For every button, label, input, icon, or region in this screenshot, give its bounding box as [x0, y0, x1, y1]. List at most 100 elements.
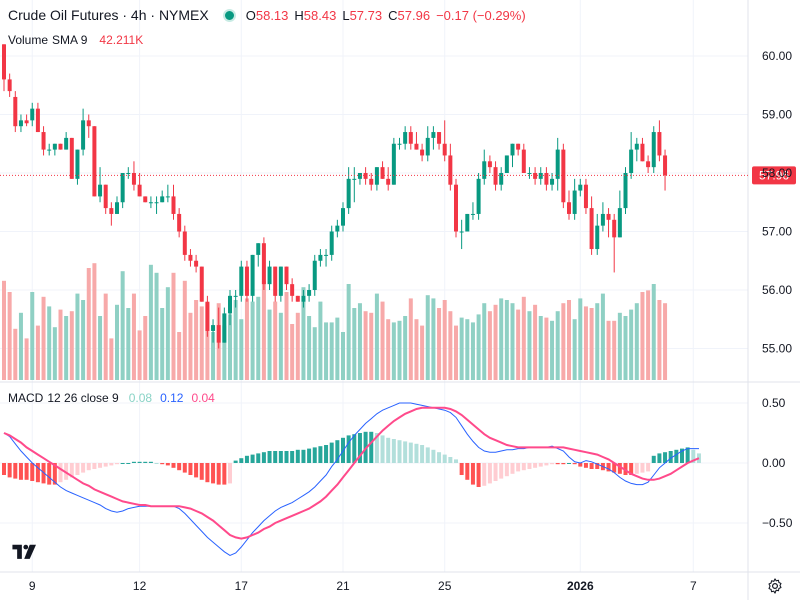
volume-bar	[437, 308, 442, 380]
volume-bar	[482, 303, 487, 380]
candle	[295, 295, 300, 302]
candle	[442, 120, 447, 162]
macd-hist-bar	[629, 463, 634, 475]
macd-hist-bar	[98, 463, 103, 468]
macd-hist-bar	[408, 442, 413, 463]
macd-hist-bar	[335, 440, 340, 463]
candles	[2, 44, 668, 349]
volume-bar	[454, 325, 458, 380]
volume-bar	[589, 308, 594, 380]
macd-hist-bar	[47, 463, 52, 485]
candle	[47, 143, 52, 156]
volume-bar	[148, 264, 153, 380]
macd-hist-bar	[521, 463, 526, 471]
volume-title[interactable]: Volume	[8, 33, 49, 47]
macd-hist-bar	[199, 463, 204, 480]
macd-hist-bar	[555, 463, 560, 465]
macd-hist-bar	[369, 431, 374, 463]
volume-bar	[391, 322, 396, 380]
macd-title[interactable]: MACD	[8, 391, 44, 405]
macd-hist-bar	[663, 452, 668, 463]
time-tick-label: 9	[29, 579, 36, 593]
macd-hist-bar	[69, 463, 74, 478]
macd-signal-value: 0.04	[191, 391, 215, 405]
candle	[414, 132, 419, 150]
last-price-badge	[752, 166, 796, 185]
macd-hist-bar	[533, 463, 538, 468]
gear-icon[interactable]	[766, 577, 784, 595]
macd-hist-bar	[510, 463, 515, 474]
macd-hist-bar	[137, 461, 142, 463]
volume-bar	[538, 316, 543, 380]
candle	[341, 202, 345, 232]
volume-bar	[369, 312, 374, 380]
volume-bar	[442, 300, 447, 380]
volume-bar	[397, 320, 402, 380]
candle	[103, 184, 108, 214]
macd-hist-bar	[487, 463, 492, 484]
candle	[516, 143, 521, 156]
symbol-title[interactable]: Crude Oil Futures · 4h · NYMEX	[8, 7, 209, 23]
candle	[595, 213, 600, 255]
macd-hist-bar	[160, 463, 165, 465]
candle	[199, 266, 204, 302]
macd-hist-bar	[278, 451, 283, 463]
macd-hist-bar	[103, 463, 108, 467]
candle	[420, 143, 425, 162]
high-value: 58.43	[303, 7, 337, 23]
macd-hist-bar	[544, 463, 549, 466]
candle	[567, 190, 571, 220]
macd-hist-bar	[35, 463, 40, 483]
volume-bar	[30, 292, 35, 380]
candle	[408, 126, 413, 150]
candle	[216, 307, 221, 349]
candle	[233, 290, 238, 308]
volume-bar	[75, 293, 80, 380]
macd-legend: MACD 12 26 close 9 0.08 0.12 0.04	[8, 391, 219, 405]
macd-hist-bar	[273, 451, 278, 463]
time-tick-label: 17	[235, 579, 249, 593]
candle	[374, 167, 379, 191]
candle	[578, 178, 583, 197]
candle	[86, 114, 91, 138]
candle	[352, 167, 357, 203]
open-label: O	[245, 7, 256, 23]
volume-bar	[476, 314, 481, 380]
macd-hist-bar	[307, 448, 312, 463]
candle	[357, 173, 362, 185]
volume-bar	[646, 290, 651, 380]
macd-hist-bar	[188, 463, 193, 475]
macd-hist-bar	[476, 463, 481, 487]
price-tick-label: 58.00	[762, 166, 792, 180]
macd-hist-bar	[634, 463, 639, 474]
candle	[617, 190, 622, 238]
candle	[256, 243, 261, 267]
volume-bar	[244, 298, 249, 380]
candle	[583, 178, 588, 214]
volume-bar	[521, 296, 526, 380]
macd-hist-bar	[115, 463, 119, 465]
candle	[612, 213, 617, 273]
macd-hist-bar	[24, 463, 29, 480]
candle	[131, 161, 136, 191]
tradingview-logo-icon[interactable]	[10, 540, 40, 562]
candle	[499, 167, 504, 191]
volume-bar	[239, 319, 244, 380]
volume-bar	[98, 316, 103, 380]
macd-hist-bar	[374, 433, 379, 463]
volume-bar	[143, 316, 148, 380]
macd-hist-bar	[154, 463, 159, 464]
macd-hist-bar	[329, 442, 334, 463]
volume-bar	[493, 304, 498, 380]
candle	[18, 114, 23, 133]
candle	[160, 190, 165, 203]
macd-hist-bar	[267, 451, 272, 463]
candle	[600, 202, 605, 232]
macd-hist-bar	[92, 463, 97, 469]
candle	[239, 260, 244, 302]
macd-hist-bar	[538, 463, 543, 467]
candle	[448, 143, 453, 191]
candle	[555, 137, 560, 191]
